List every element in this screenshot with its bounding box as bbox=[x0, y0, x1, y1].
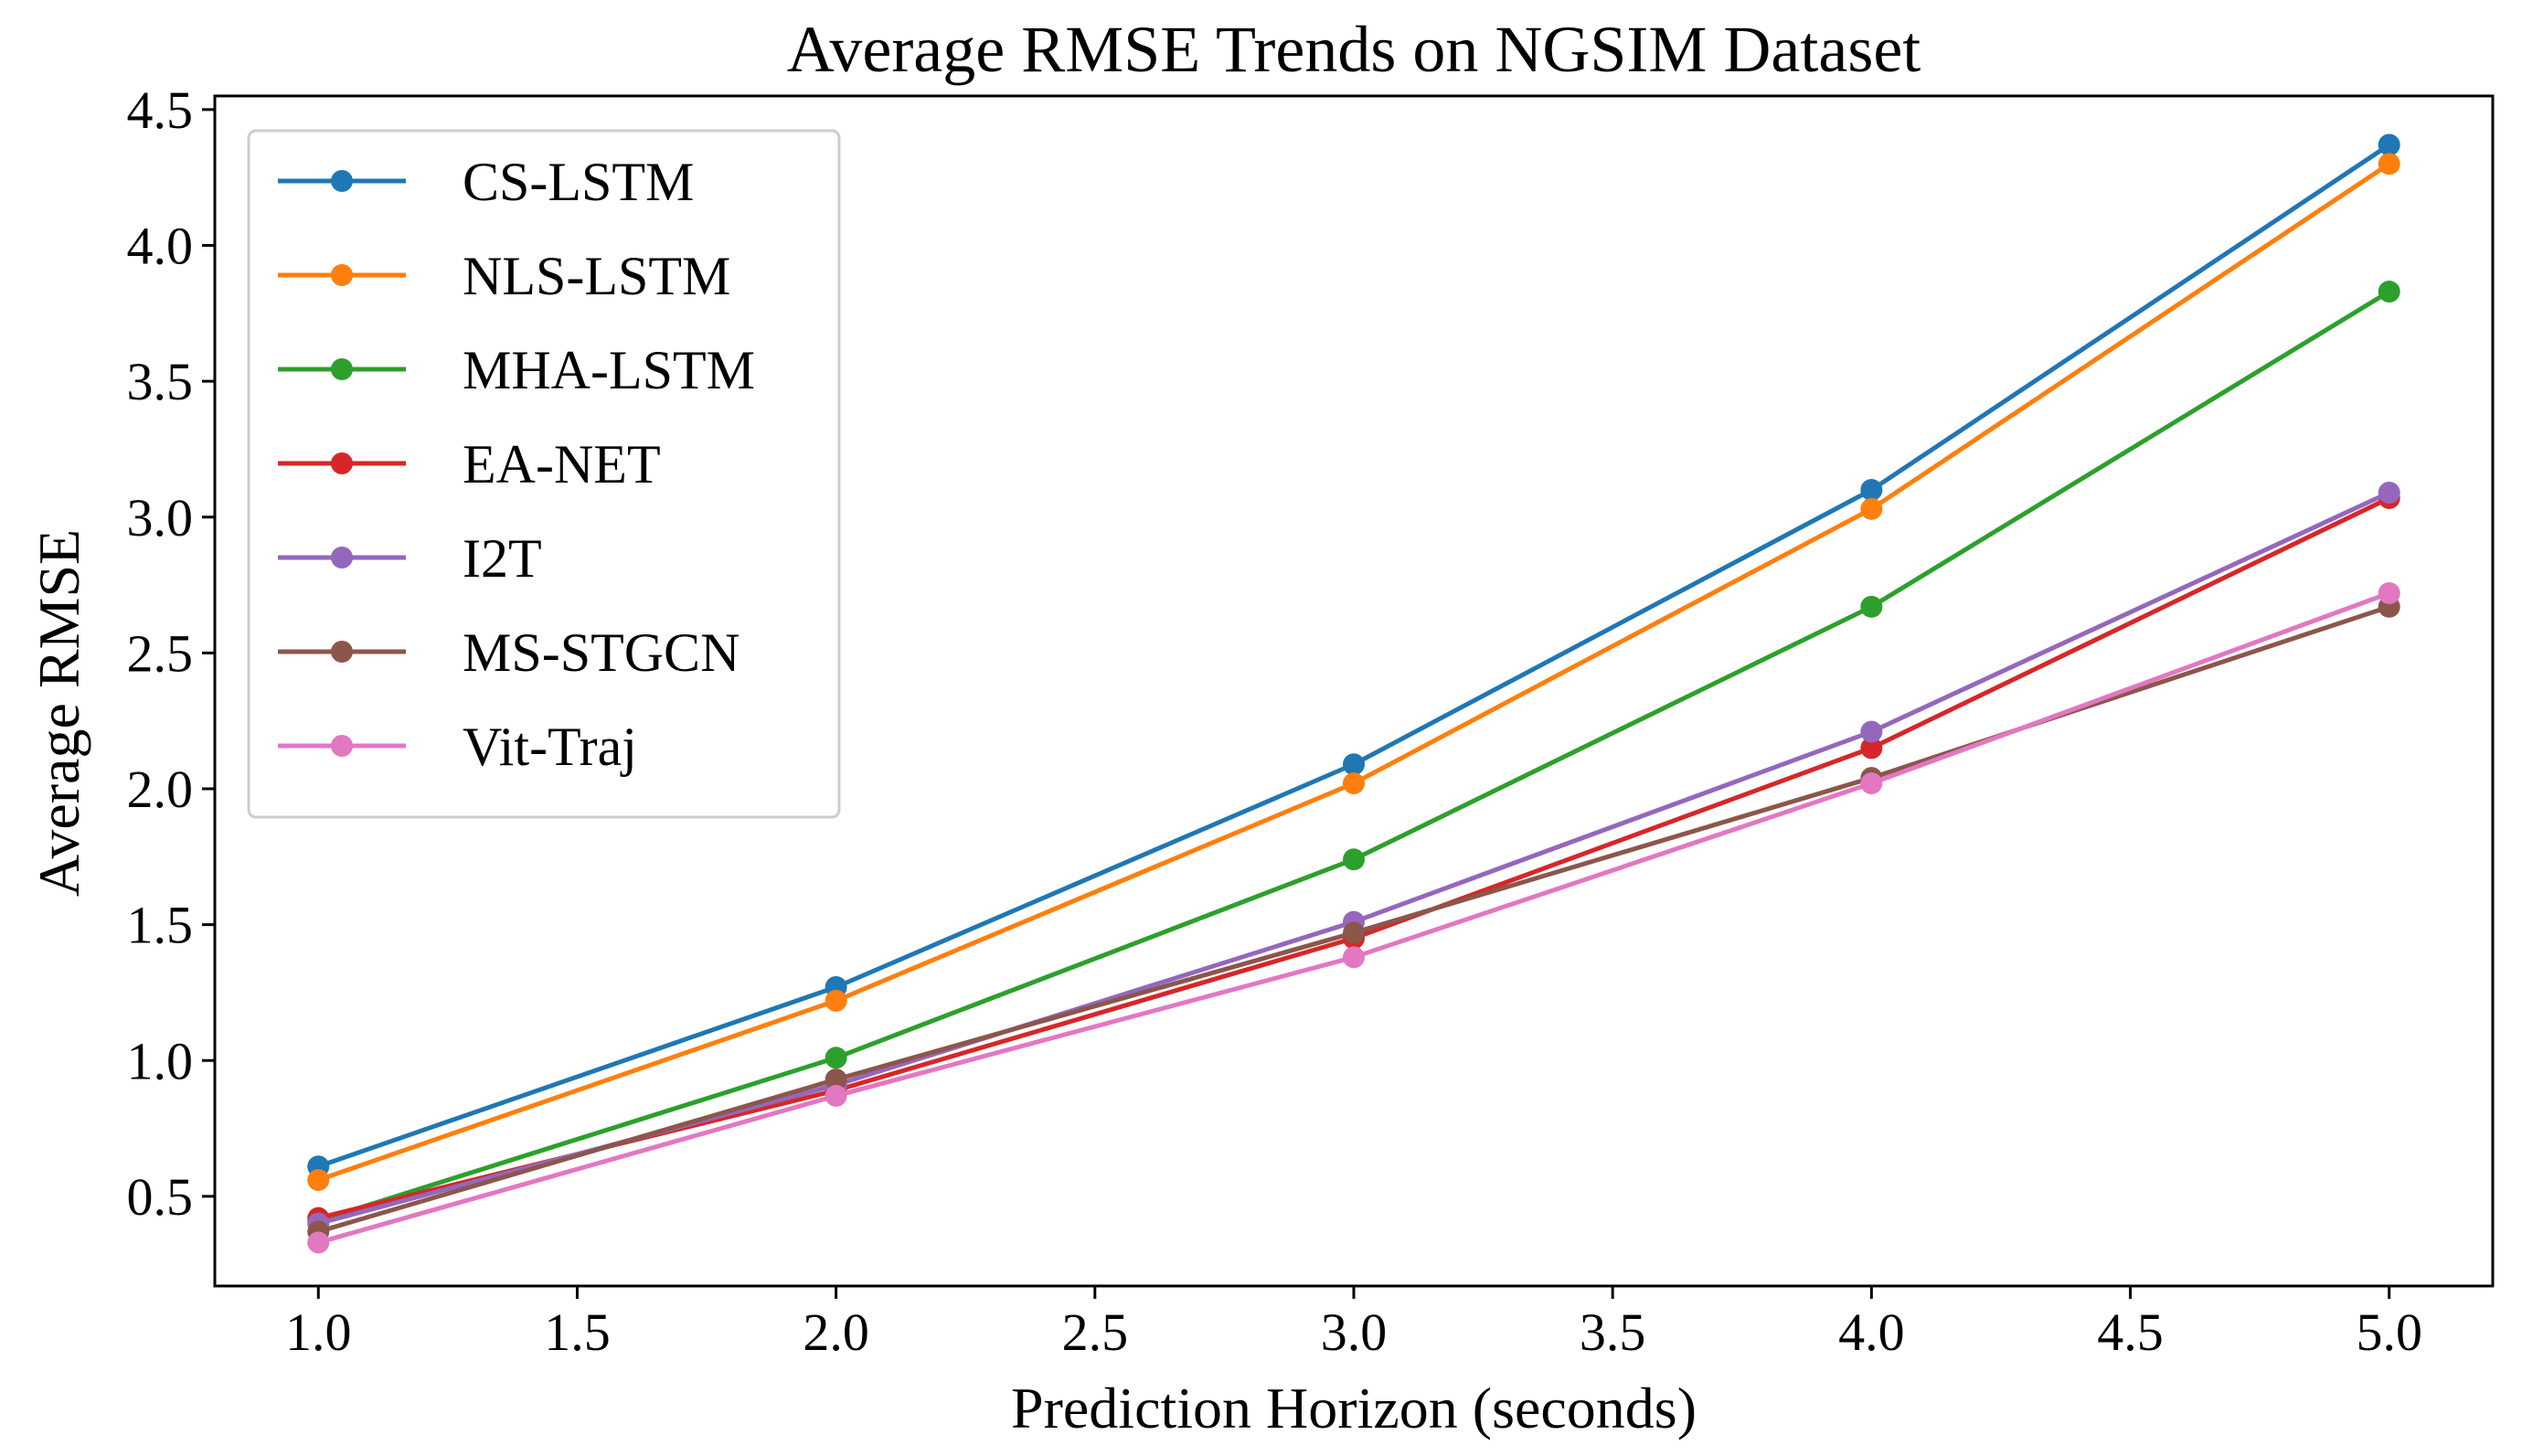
legend-label-mha-lstm: MHA-LSTM bbox=[463, 340, 755, 400]
x-tick-label: 4.5 bbox=[2097, 1302, 2164, 1362]
legend-marker-ea-net bbox=[331, 452, 353, 474]
data-point-vit-traj bbox=[825, 1084, 847, 1107]
data-point-vit-traj bbox=[2378, 581, 2400, 604]
y-tick-label: 2.5 bbox=[127, 623, 194, 683]
legend-marker-nls-lstm bbox=[331, 264, 353, 286]
x-tick-label: 4.0 bbox=[1838, 1302, 1905, 1362]
y-tick-label: 4.0 bbox=[127, 216, 194, 275]
y-axis-label: Average RMSE bbox=[27, 529, 91, 897]
legend-label-ea-net: EA-NET bbox=[463, 434, 661, 494]
data-point-mha-lstm bbox=[1343, 848, 1365, 871]
legend-box bbox=[247, 129, 841, 819]
y-tick-label: 0.5 bbox=[127, 1167, 194, 1227]
legend-marker-ms-stgcn bbox=[331, 641, 353, 663]
plot-area-frame bbox=[213, 94, 2495, 1288]
y-tick-label: 1.5 bbox=[127, 896, 194, 955]
legend-label-ms-stgcn: MS-STGCN bbox=[463, 622, 739, 683]
data-point-cs-lstm bbox=[1860, 479, 1883, 502]
chart-title: Average RMSE Trends on NGSIM Dataset bbox=[787, 13, 1921, 86]
data-point-ms-stgcn bbox=[1343, 921, 1365, 944]
data-point-ea-net bbox=[1860, 737, 1883, 760]
y-tick-label: 4.5 bbox=[127, 80, 194, 140]
data-point-ms-stgcn bbox=[825, 1068, 847, 1091]
data-point-vit-traj bbox=[307, 1231, 330, 1254]
data-point-vit-traj bbox=[1860, 772, 1883, 795]
data-point-nls-lstm bbox=[2378, 153, 2400, 175]
legend-label-cs-lstm: CS-LSTM bbox=[463, 152, 694, 212]
x-tick-label: 1.5 bbox=[544, 1302, 611, 1362]
legend-marker-vit-traj bbox=[331, 735, 353, 757]
data-point-nls-lstm bbox=[1860, 497, 1883, 520]
data-point-nls-lstm bbox=[825, 989, 847, 1012]
legend-marker-i2t bbox=[331, 547, 353, 569]
data-point-mha-lstm bbox=[2378, 281, 2400, 303]
x-tick-label: 5.0 bbox=[2356, 1302, 2422, 1362]
x-axis-label: Prediction Horizon (seconds) bbox=[1011, 1376, 1697, 1440]
x-tick-label: 2.5 bbox=[1062, 1302, 1129, 1362]
legend-marker-cs-lstm bbox=[331, 170, 353, 192]
y-tick-label: 1.0 bbox=[127, 1031, 194, 1090]
y-tick-label: 3.5 bbox=[127, 352, 194, 411]
legend-marker-mha-lstm bbox=[331, 358, 353, 380]
x-tick-label: 3.5 bbox=[1580, 1302, 1646, 1362]
data-point-i2t bbox=[2378, 482, 2400, 504]
data-point-nls-lstm bbox=[1343, 772, 1365, 795]
data-point-mha-lstm bbox=[825, 1047, 847, 1069]
data-point-cs-lstm bbox=[1343, 753, 1365, 776]
data-point-cs-lstm bbox=[2378, 133, 2400, 156]
data-point-vit-traj bbox=[1343, 946, 1365, 969]
y-tick-label: 3.0 bbox=[127, 488, 194, 547]
legend-label-nls-lstm: NLS-LSTM bbox=[463, 246, 730, 306]
x-tick-label: 1.0 bbox=[285, 1302, 352, 1362]
x-tick-label: 2.0 bbox=[803, 1302, 869, 1362]
data-point-mha-lstm bbox=[1860, 595, 1883, 618]
y-tick-label: 2.0 bbox=[127, 760, 194, 819]
data-point-i2t bbox=[1860, 720, 1883, 743]
legend-label-vit-traj: Vit-Traj bbox=[463, 717, 637, 777]
x-tick-label: 3.0 bbox=[1321, 1302, 1388, 1362]
legend-label-i2t: I2T bbox=[463, 528, 542, 589]
data-point-nls-lstm bbox=[307, 1169, 330, 1192]
